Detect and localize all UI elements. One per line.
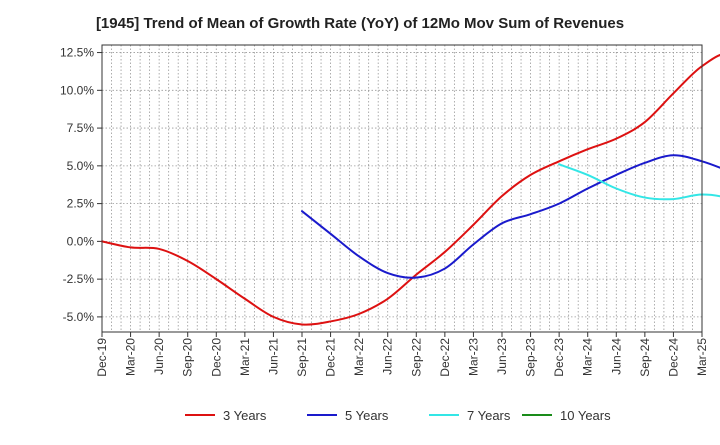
x-tick-label: Jun-21 xyxy=(266,338,280,375)
legend: 3 Years 5 Years 7 Years 10 Years xyxy=(185,408,611,423)
x-tick-label: Dec-23 xyxy=(552,338,566,377)
x-tick-label: Jun-23 xyxy=(495,338,509,375)
legend-label-7-years: 7 Years xyxy=(467,408,511,423)
y-tick-label: -2.5% xyxy=(63,272,95,286)
x-tick-label: Dec-21 xyxy=(324,338,338,377)
series-line-5-years xyxy=(301,154,720,279)
legend-label-5-years: 5 Years xyxy=(345,408,389,423)
grid-lines xyxy=(102,45,702,332)
x-tick-label: Mar-20 xyxy=(124,338,138,376)
x-tick-label: Sep-22 xyxy=(409,338,423,377)
plot-background xyxy=(102,45,702,332)
legend-label-10-years: 10 Years xyxy=(560,408,611,423)
series-lines xyxy=(101,53,720,326)
x-tick-label: Mar-24 xyxy=(581,338,595,376)
y-tick-label: 2.5% xyxy=(67,197,95,211)
x-tick-label: Mar-21 xyxy=(238,338,252,376)
x-tick-label: Mar-25 xyxy=(695,338,709,376)
y-axis-ticks: 12.5% 10.0% 7.5% 5.0% 2.5% 0.0% -2.5% -5.0% xyxy=(60,46,102,324)
axes-frame xyxy=(101,44,703,333)
x-tick-label: Jun-20 xyxy=(152,338,166,375)
y-tick-label: -5.0% xyxy=(63,310,95,324)
x-tick-label: Mar-22 xyxy=(352,338,366,376)
x-tick-label: Sep-23 xyxy=(524,338,538,377)
chart-title: [1945] Trend of Mean of Growth Rate (YoY… xyxy=(96,15,624,32)
y-tick-label: 10.0% xyxy=(60,83,94,97)
axes-border xyxy=(101,44,703,333)
y-tick-label: 0.0% xyxy=(67,234,95,248)
x-tick-label: Dec-24 xyxy=(666,338,680,377)
y-tick-label: 7.5% xyxy=(67,121,95,135)
x-tick-label: Jun-24 xyxy=(609,338,623,375)
legend-label-3-years: 3 Years xyxy=(223,408,267,423)
y-tick-label: 5.0% xyxy=(67,159,95,173)
series-line-3-years xyxy=(101,53,720,326)
x-tick-label: Sep-21 xyxy=(295,338,309,377)
x-tick-label: Jun-22 xyxy=(381,338,395,375)
x-tick-label: Sep-20 xyxy=(181,338,195,377)
series-line-7-years xyxy=(558,163,720,201)
x-axis-ticks: Dec-19 Mar-20 Jun-20 Sep-20 Dec-20 Mar-21 Jun-… xyxy=(95,332,709,377)
x-tick-label: Dec-19 xyxy=(95,338,109,377)
x-tick-label: Dec-22 xyxy=(438,338,452,377)
y-tick-label: 12.5% xyxy=(60,46,94,60)
x-tick-label: Sep-24 xyxy=(638,338,652,377)
x-tick-label: Mar-23 xyxy=(466,338,480,376)
plot-area xyxy=(102,45,702,332)
x-tick-label: Dec-20 xyxy=(209,338,223,377)
